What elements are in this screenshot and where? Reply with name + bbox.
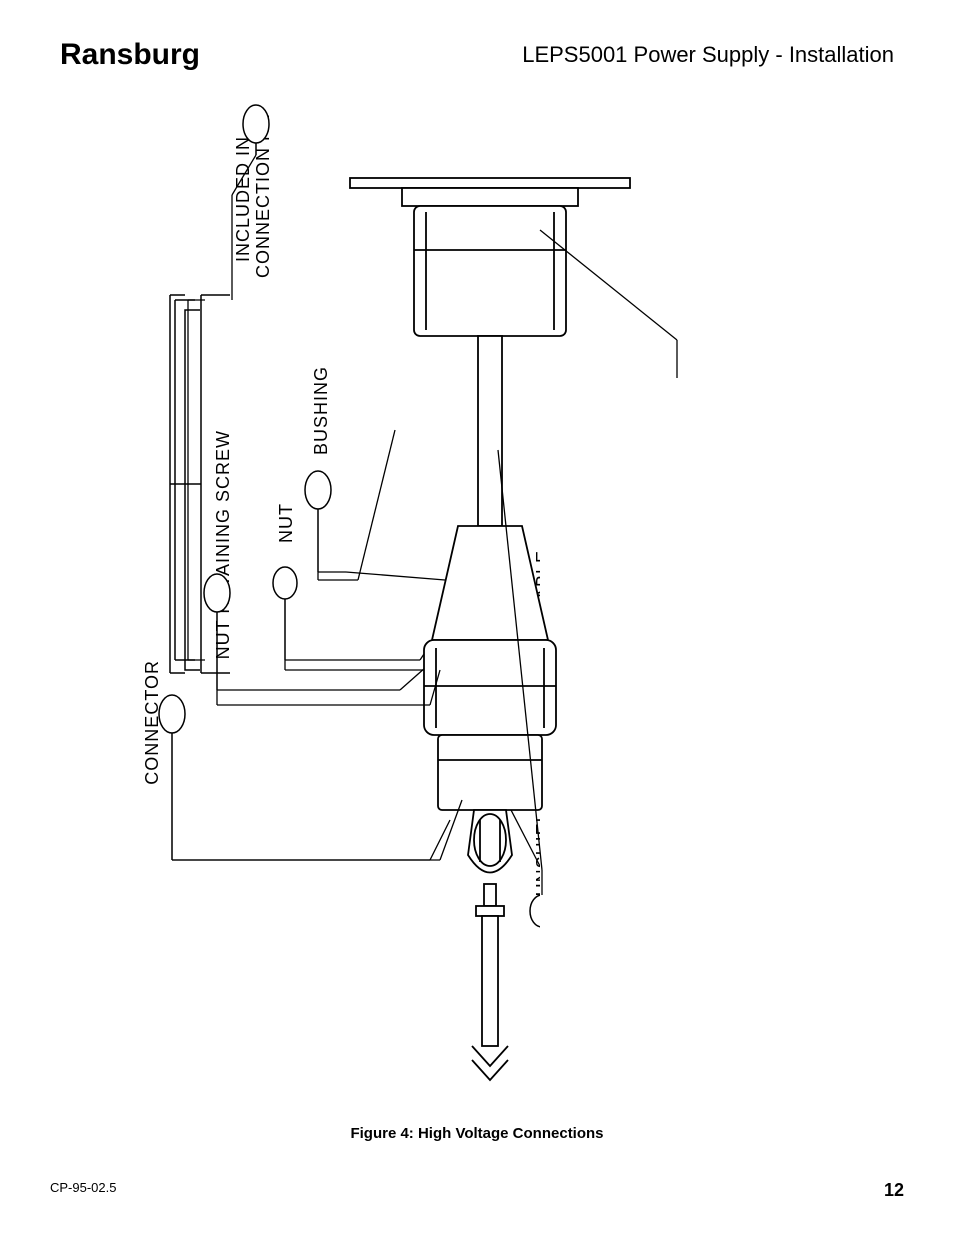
figure-caption: Figure 4: High Voltage Connections: [0, 1125, 954, 1142]
document-title: LEPS5001 Power Supply - Installation: [522, 42, 894, 68]
figure-diagram: CONNECTOR NUT RETAINING SCREW INCLUDED I…: [0, 100, 954, 1100]
brand-name: Ransburg: [60, 38, 200, 72]
footer-page-number: 12: [884, 1180, 904, 1201]
page-header: Ransburg LEPS5001 Power Supply - Install…: [60, 38, 894, 72]
diagram-svg: [0, 100, 954, 1100]
footer-doc-code: CP-95-02.5: [50, 1180, 116, 1195]
